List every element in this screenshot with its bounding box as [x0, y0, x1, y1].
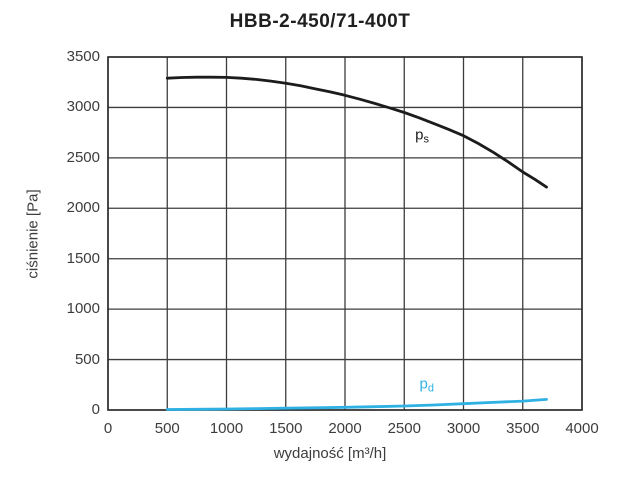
x-tick-label: 3500: [506, 420, 540, 437]
pd-curve: [165, 398, 548, 411]
chart-title: HBB-2-450/71-400T: [229, 11, 411, 32]
y-tick-label: 3000: [66, 98, 100, 116]
y-tick-label: 1500: [66, 249, 100, 267]
y-tick-label: 1000: [66, 300, 100, 318]
ps-label-main: p: [415, 126, 424, 144]
x-tick-label: 3000: [446, 420, 481, 437]
ps-curve-label: ps: [415, 126, 429, 145]
x-tick-label: 500: [154, 420, 180, 437]
pd-label-sub: d: [427, 382, 434, 395]
x-tick-label: 1000: [209, 420, 244, 437]
x-tick-label: 1500: [269, 420, 303, 437]
y-tick-label: 2500: [66, 148, 100, 166]
plot-border: [107, 56, 583, 411]
x-axis-title: wydajność [m³/h]: [273, 445, 387, 462]
pd-curve-label: pd: [420, 376, 434, 395]
y-tick-label: 500: [74, 350, 100, 368]
y-tick-label: 3500: [66, 48, 100, 65]
x-tick-label: 0: [103, 420, 113, 437]
y-tick-label: 2000: [66, 199, 100, 217]
ps-curve: [165, 75, 548, 189]
x-tick-label: 2500: [387, 420, 421, 437]
x-tick-label: 4000: [565, 420, 599, 437]
pd-label-main: p: [419, 375, 428, 393]
ps-label-sub: s: [423, 133, 429, 146]
x-tick-label: 2000: [328, 420, 362, 437]
y-tick-label: 0: [91, 401, 100, 418]
